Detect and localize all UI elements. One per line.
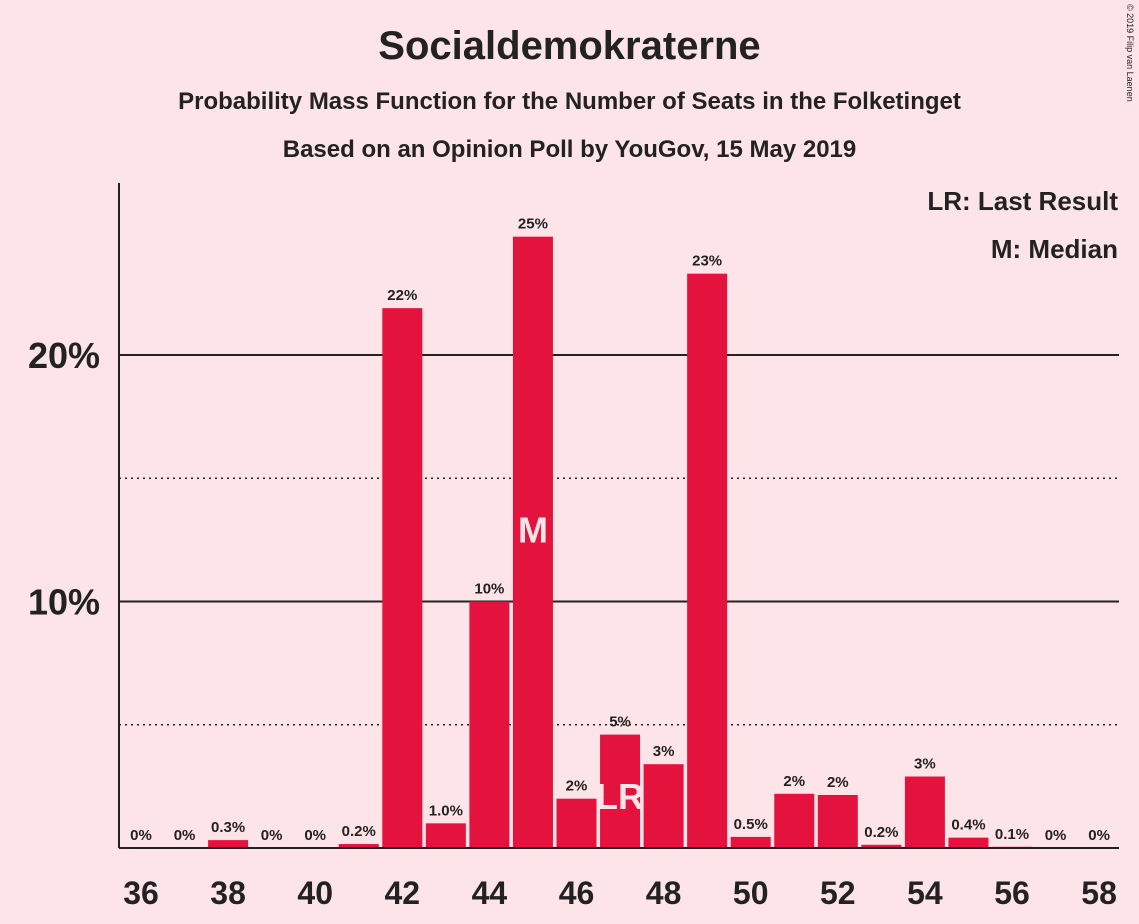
bar-51 [774, 793, 815, 848]
bar-value-label-57: 0% [1045, 827, 1067, 844]
bar-value-label-52: 2% [827, 774, 849, 791]
legend-last-result: LR: Last Result [927, 186, 1118, 216]
x-tick-label: 56 [994, 875, 1030, 911]
median-marker: M [518, 509, 548, 550]
bar-44 [469, 601, 510, 848]
legend-median: M: Median [991, 234, 1118, 264]
bar-value-label-51: 2% [783, 773, 805, 790]
bar-53 [861, 844, 902, 848]
x-tick-label: 54 [907, 875, 943, 911]
bar-47 [600, 734, 641, 848]
bar-52 [817, 795, 858, 848]
x-tick-label: 52 [820, 875, 856, 911]
bar-value-label-46: 2% [566, 778, 588, 795]
bar-54 [904, 776, 945, 848]
bar-value-label-36: 0% [130, 827, 152, 844]
x-tick-label: 44 [472, 875, 508, 911]
bar-55 [948, 837, 989, 848]
bar-value-label-38: 0.3% [211, 819, 245, 836]
bar-48 [643, 764, 684, 848]
bar-value-label-58: 0% [1088, 827, 1110, 844]
bar-46 [556, 798, 597, 848]
bar-42 [382, 308, 423, 848]
bar-value-label-54: 3% [914, 756, 936, 773]
x-tick-label: 38 [210, 875, 246, 911]
bar-value-label-37: 0% [174, 827, 196, 844]
bar-value-label-56: 0.1% [995, 826, 1029, 843]
x-tick-label: 36 [123, 875, 159, 911]
last-result-marker: LR [596, 776, 644, 817]
bar-value-label-55: 0.4% [951, 817, 985, 834]
y-tick-label: 20% [28, 335, 100, 376]
bar-value-label-49: 23% [692, 253, 722, 270]
bar-45 [512, 236, 553, 848]
bar-43 [425, 823, 466, 848]
bar-38 [208, 840, 249, 848]
bar-value-label-50: 0.5% [734, 816, 768, 833]
bar-value-label-39: 0% [261, 827, 283, 844]
bar-value-label-41: 0.2% [342, 823, 376, 840]
chart-subtitle-source: Based on an Opinion Poll by YouGov, 15 M… [282, 136, 857, 163]
bar-value-label-48: 3% [653, 743, 675, 760]
bar-value-label-40: 0% [304, 827, 326, 844]
bar-50 [730, 836, 771, 848]
bar-value-label-47: 5% [609, 714, 631, 731]
x-tick-label: 42 [385, 875, 421, 911]
bar-49 [687, 273, 728, 848]
bar-value-label-43: 1.0% [429, 802, 463, 819]
chart-title: Socialdemokraterne [378, 24, 761, 68]
x-tick-label: 50 [733, 875, 769, 911]
bar-value-label-53: 0.2% [864, 824, 898, 841]
bar-value-label-44: 10% [474, 581, 504, 598]
x-tick-label: 40 [297, 875, 333, 911]
y-tick-label: 10% [28, 582, 100, 623]
bar-41 [338, 844, 379, 848]
chart-subtitle: Probability Mass Function for the Number… [178, 88, 961, 115]
bar-value-label-42: 22% [387, 287, 417, 304]
bar-value-label-45: 25% [518, 216, 548, 233]
x-tick-label: 58 [1081, 875, 1117, 911]
x-tick-label: 48 [646, 875, 682, 911]
x-tick-label: 46 [559, 875, 595, 911]
